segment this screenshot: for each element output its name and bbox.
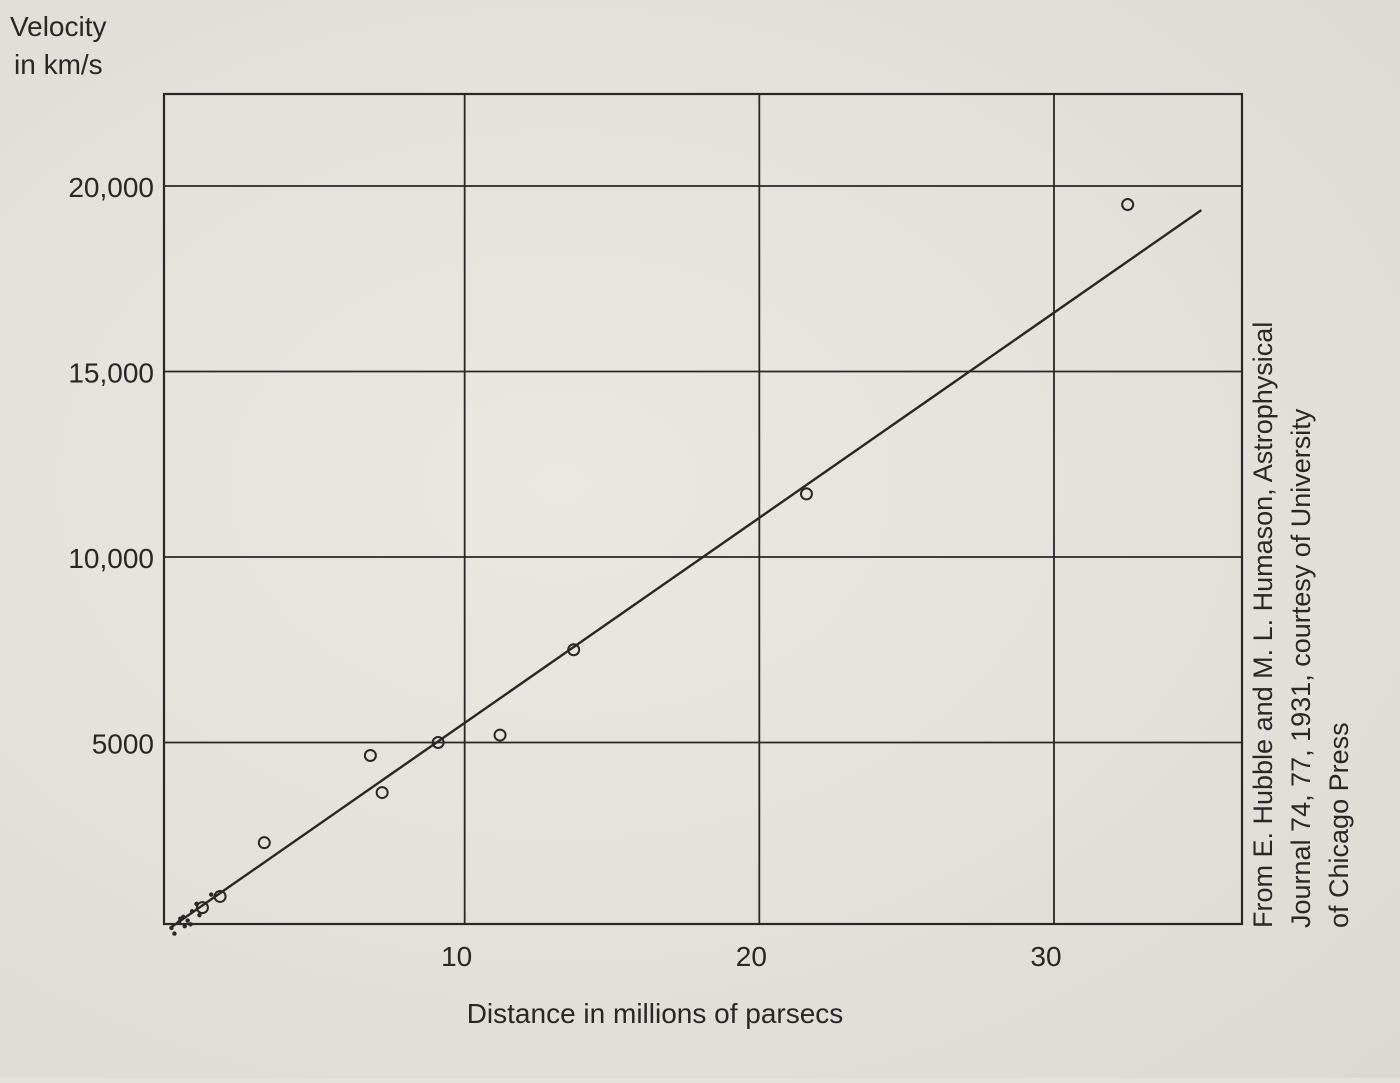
cluster-point-9 [188, 922, 193, 927]
credit-line-2: Journal 74, 77, 1931, courtesy of Univer… [1286, 408, 1316, 928]
cluster-point-7 [194, 901, 199, 907]
data-point-3 [257, 836, 271, 850]
cluster-point-6 [189, 909, 195, 914]
x-tick-label-30: 30 [1030, 941, 1061, 972]
data-point-10 [1121, 198, 1135, 212]
data-point-2 [213, 889, 227, 903]
cluster-point-12 [178, 916, 183, 921]
y-tick-label-5000: 5000 [92, 729, 154, 760]
credit-line-1: From E. Hubble and M. L. Humason, Astrop… [1248, 322, 1278, 928]
cluster-point-5 [185, 918, 190, 923]
cluster-point-1 [169, 925, 174, 931]
data-point-7 [493, 728, 507, 742]
cluster-point-8 [182, 923, 187, 929]
x-tick-label-20: 20 [736, 941, 767, 972]
x-axis-label: Distance in millions of parsecs [467, 998, 844, 1029]
cluster-point-2 [172, 931, 177, 936]
data-point-1 [195, 901, 209, 915]
data-point-5 [375, 786, 389, 800]
y-axis-label-line-1: Velocity [10, 11, 107, 42]
y-tick-label-20000: 20,000 [68, 172, 154, 203]
cluster-point-3 [176, 920, 182, 925]
y-tick-label-10000: 10,000 [68, 543, 154, 574]
fit-line-layer [169, 209, 1203, 929]
data-point-8 [567, 643, 581, 657]
grid-layer [164, 94, 1242, 924]
y-tick-label-15000: 15,000 [68, 358, 154, 389]
cluster-point-10 [197, 912, 202, 918]
credit-note: From E. Hubble and M. L. Humason, Astrop… [1248, 322, 1354, 928]
credit-line-3: of Chicago Press [1324, 722, 1354, 928]
points-layer [169, 198, 1135, 936]
plot-frame [162, 92, 1244, 926]
fit-line [169, 209, 1203, 929]
tick-labels-layer: 10 20 30 5000 10,000 15,000 20,000 [68, 172, 1061, 972]
x-tick-label-10: 10 [441, 941, 472, 972]
y-axis-label-line-2: in km/s [14, 49, 103, 80]
data-point-4 [363, 748, 377, 762]
data-point-9 [799, 487, 813, 501]
data-point-6 [431, 736, 445, 749]
cluster-point-11 [209, 892, 214, 897]
